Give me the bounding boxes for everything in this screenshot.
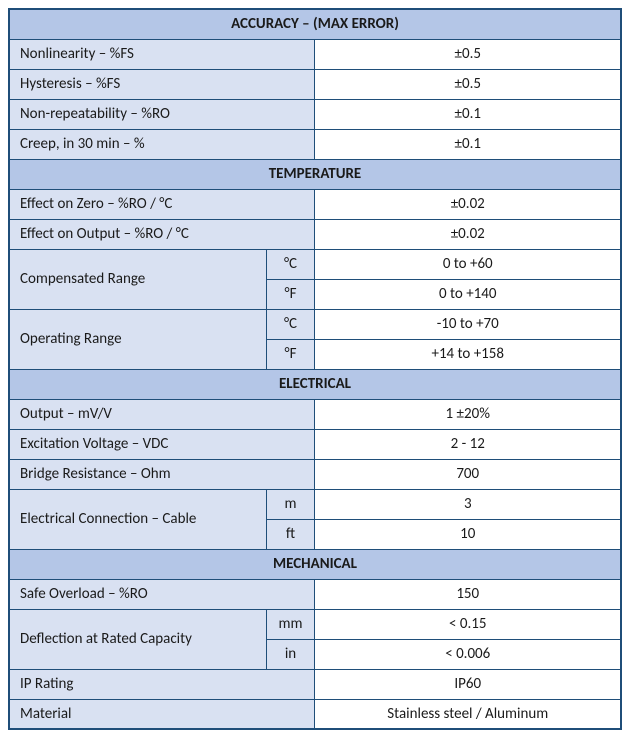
param-value: 2 - 12 [315,429,621,459]
param-label: Bridge Resistance – Ohm [9,459,315,489]
param-value: 0 to +140 [315,279,621,309]
param-label: Excitation Voltage – VDC [9,429,315,459]
param-label: Deflection at Rated Capacity [9,609,266,669]
table-row: IP Rating IP60 [9,669,621,699]
param-label: Non-repeatability – %RO [9,99,315,129]
param-label: Material [9,699,315,729]
param-label: Nonlinearity – %FS [9,39,315,69]
param-value: Stainless steel / Aluminum [315,699,621,729]
unit-label: °C [266,249,315,279]
param-value: ±0.02 [315,219,621,249]
param-value: ±0.5 [315,39,621,69]
table-row: Hysteresis – %FS ±0.5 [9,69,621,99]
param-value: ±0.5 [315,69,621,99]
param-value: IP60 [315,669,621,699]
param-value: < 0.006 [315,639,621,669]
param-label: Effect on Zero – %RO / °C [9,189,315,219]
unit-label: °F [266,339,315,369]
param-label: Safe Overload – %RO [9,579,315,609]
table-row: Creep, in 30 min – % ±0.1 [9,129,621,159]
param-value: +14 to +158 [315,339,621,369]
param-label: Creep, in 30 min – % [9,129,315,159]
param-label: IP Rating [9,669,315,699]
param-value: 700 [315,459,621,489]
param-value: -10 to +70 [315,309,621,339]
unit-label: in [266,639,315,669]
table-row: Material Stainless steel / Aluminum [9,699,621,729]
section-header-temperature: TEMPERATURE [9,159,621,189]
table-row: Safe Overload – %RO 150 [9,579,621,609]
param-label: Operating Range [9,309,266,369]
table-row: Excitation Voltage – VDC 2 - 12 [9,429,621,459]
unit-label: ft [266,519,315,549]
table-row: Bridge Resistance – Ohm 700 [9,459,621,489]
table-row: Nonlinearity – %FS ±0.5 [9,39,621,69]
param-label: Hysteresis – %FS [9,69,315,99]
table-row: Output – mV/V 1 ±20% [9,399,621,429]
param-label: Effect on Output – %RO / °C [9,219,315,249]
param-label: Electrical Connection – Cable [9,489,266,549]
param-value: ±0.1 [315,99,621,129]
unit-label: m [266,489,315,519]
table-row: Non-repeatability – %RO ±0.1 [9,99,621,129]
table-row: Compensated Range °C 0 to +60 [9,249,621,279]
spec-table: ACCURACY – (MAX ERROR) Nonlinearity – %F… [8,8,622,730]
section-header-mechanical: MECHANICAL [9,549,621,579]
section-header-accuracy: ACCURACY – (MAX ERROR) [9,9,621,39]
param-value: 1 ±20% [315,399,621,429]
param-label: Compensated Range [9,249,266,309]
unit-label: °C [266,309,315,339]
param-label: Output – mV/V [9,399,315,429]
param-value: < 0.15 [315,609,621,639]
section-header-electrical: ELECTRICAL [9,369,621,399]
param-value: 3 [315,489,621,519]
table-row: Effect on Output – %RO / °C ±0.02 [9,219,621,249]
unit-label: mm [266,609,315,639]
param-value: ±0.1 [315,129,621,159]
table-row: Electrical Connection – Cable m 3 [9,489,621,519]
param-value: 150 [315,579,621,609]
table-row: Operating Range °C -10 to +70 [9,309,621,339]
table-row: Deflection at Rated Capacity mm < 0.15 [9,609,621,639]
unit-label: °F [266,279,315,309]
table-row: Effect on Zero – %RO / °C ±0.02 [9,189,621,219]
param-value: ±0.02 [315,189,621,219]
param-value: 0 to +60 [315,249,621,279]
param-value: 10 [315,519,621,549]
